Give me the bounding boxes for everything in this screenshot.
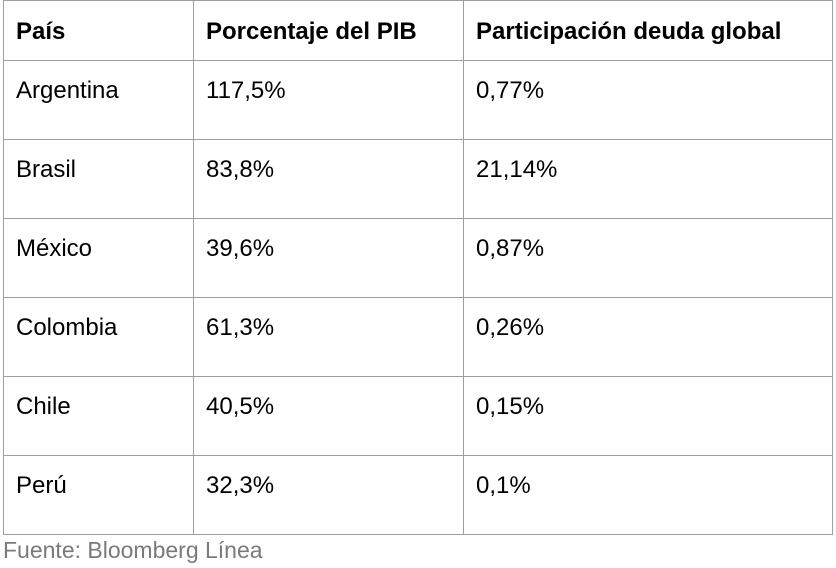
cell-global-debt-share: 21,14% xyxy=(463,139,833,219)
header-gdp-percentage: Porcentaje del PIB xyxy=(193,0,464,61)
cell-global-debt-share: 0,1% xyxy=(463,455,833,535)
cell-country: Chile xyxy=(3,376,194,456)
header-row: País Porcentaje del PIB Participación de… xyxy=(3,0,833,61)
cell-country: México xyxy=(3,218,194,298)
cell-global-debt-share: 0,15% xyxy=(463,376,833,456)
cell-gdp-percentage: 39,6% xyxy=(193,218,464,298)
table-header: País Porcentaje del PIB Participación de… xyxy=(3,0,833,61)
cell-gdp-percentage: 117,5% xyxy=(193,60,464,140)
cell-global-debt-share: 0,87% xyxy=(463,218,833,298)
table-row: Brasil 83,8% 21,14% xyxy=(3,139,833,219)
cell-country: Colombia xyxy=(3,297,194,377)
cell-country: Perú xyxy=(3,455,194,535)
header-country: País xyxy=(3,0,194,61)
table-row: México 39,6% 0,87% xyxy=(3,218,833,298)
cell-gdp-percentage: 83,8% xyxy=(193,139,464,219)
table-row: Colombia 61,3% 0,26% xyxy=(3,297,833,377)
source-caption: Fuente: Bloomberg Línea xyxy=(3,537,263,563)
cell-gdp-percentage: 40,5% xyxy=(193,376,464,456)
cell-gdp-percentage: 32,3% xyxy=(193,455,464,535)
table-row: Perú 32,3% 0,1% xyxy=(3,455,833,535)
table-body: Argentina 117,5% 0,77% Brasil 83,8% 21,1… xyxy=(3,60,833,535)
cell-global-debt-share: 0,77% xyxy=(463,60,833,140)
cell-global-debt-share: 0,26% xyxy=(463,297,833,377)
header-global-debt-share: Participación deuda global xyxy=(463,0,833,61)
debt-table: País Porcentaje del PIB Participación de… xyxy=(3,0,833,535)
cell-gdp-percentage: 61,3% xyxy=(193,297,464,377)
table-row: Argentina 117,5% 0,77% xyxy=(3,60,833,140)
table-row: Chile 40,5% 0,15% xyxy=(3,376,833,456)
cell-country: Brasil xyxy=(3,139,194,219)
cell-country: Argentina xyxy=(3,60,194,140)
